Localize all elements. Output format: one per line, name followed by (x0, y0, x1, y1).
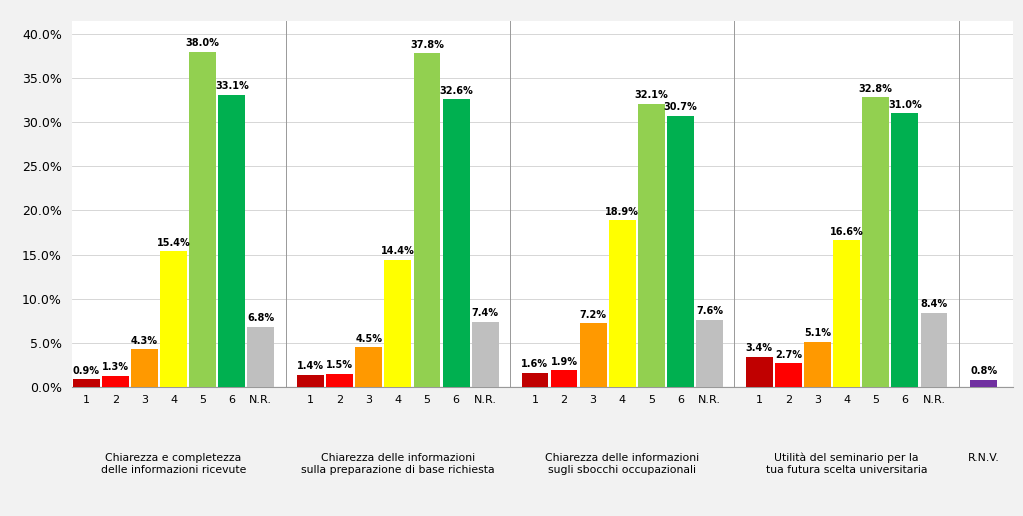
Text: 1.6%: 1.6% (522, 359, 548, 369)
Bar (609, 220, 635, 387)
Text: Chiarezza delle informazioni
sulla preparazione di base richiesta: Chiarezza delle informazioni sulla prepa… (301, 453, 495, 475)
Bar (161, 251, 187, 387)
Bar (385, 260, 411, 387)
Text: 7.4%: 7.4% (472, 308, 499, 318)
Bar (667, 116, 694, 387)
Text: 4.3%: 4.3% (131, 335, 158, 346)
Bar (891, 114, 919, 387)
Bar (326, 374, 353, 387)
Text: 37.8%: 37.8% (410, 40, 444, 50)
Text: Chiarezza e completezza
delle informazioni ricevute: Chiarezza e completezza delle informazio… (101, 453, 247, 475)
Text: Utilità del seminario per la
tua futura scelta universitaria: Utilità del seminario per la tua futura … (766, 453, 928, 475)
Text: 2.7%: 2.7% (774, 350, 802, 360)
Bar (746, 357, 772, 387)
Bar (73, 379, 99, 387)
Bar (413, 53, 440, 387)
Bar (638, 104, 665, 387)
Text: 32.8%: 32.8% (859, 84, 893, 94)
Text: 3.4%: 3.4% (746, 344, 772, 353)
Bar (131, 349, 158, 387)
Text: 18.9%: 18.9% (606, 206, 639, 217)
Text: 5.1%: 5.1% (804, 329, 831, 338)
Bar (804, 342, 831, 387)
Text: 1.4%: 1.4% (297, 361, 324, 371)
Text: 7.2%: 7.2% (580, 310, 607, 320)
Text: 38.0%: 38.0% (186, 38, 220, 48)
Text: 33.1%: 33.1% (215, 81, 249, 91)
Bar (472, 321, 498, 387)
Text: R.N.V.: R.N.V. (968, 453, 999, 463)
Text: 32.6%: 32.6% (439, 86, 473, 95)
Bar (102, 376, 129, 387)
Text: 4.5%: 4.5% (355, 334, 383, 344)
Bar (248, 327, 274, 387)
Bar (697, 320, 723, 387)
Text: 30.7%: 30.7% (664, 103, 698, 112)
Bar (862, 98, 889, 387)
Text: 15.4%: 15.4% (157, 237, 190, 248)
Text: 1.9%: 1.9% (550, 357, 578, 367)
Text: 0.8%: 0.8% (970, 366, 997, 376)
Text: 14.4%: 14.4% (381, 246, 414, 256)
Text: Chiarezza delle informazioni
sugli sbocchi occupazionali: Chiarezza delle informazioni sugli sbocc… (545, 453, 700, 475)
Bar (921, 313, 947, 387)
Text: 32.1%: 32.1% (634, 90, 668, 100)
Text: 1.5%: 1.5% (326, 360, 353, 370)
Text: 1.3%: 1.3% (101, 362, 129, 372)
Text: 7.6%: 7.6% (696, 307, 723, 316)
Bar (189, 52, 216, 387)
Bar (775, 363, 802, 387)
Bar (580, 324, 607, 387)
Text: 16.6%: 16.6% (830, 227, 863, 237)
Bar (550, 370, 577, 387)
Bar (355, 347, 383, 387)
Text: 6.8%: 6.8% (248, 313, 274, 324)
Bar (834, 240, 860, 387)
Bar (970, 380, 997, 387)
Text: 0.9%: 0.9% (73, 365, 99, 376)
Text: 8.4%: 8.4% (921, 299, 947, 309)
Text: 31.0%: 31.0% (888, 100, 922, 110)
Bar (522, 373, 548, 387)
Bar (218, 95, 246, 387)
Bar (297, 375, 324, 387)
Bar (443, 99, 470, 387)
